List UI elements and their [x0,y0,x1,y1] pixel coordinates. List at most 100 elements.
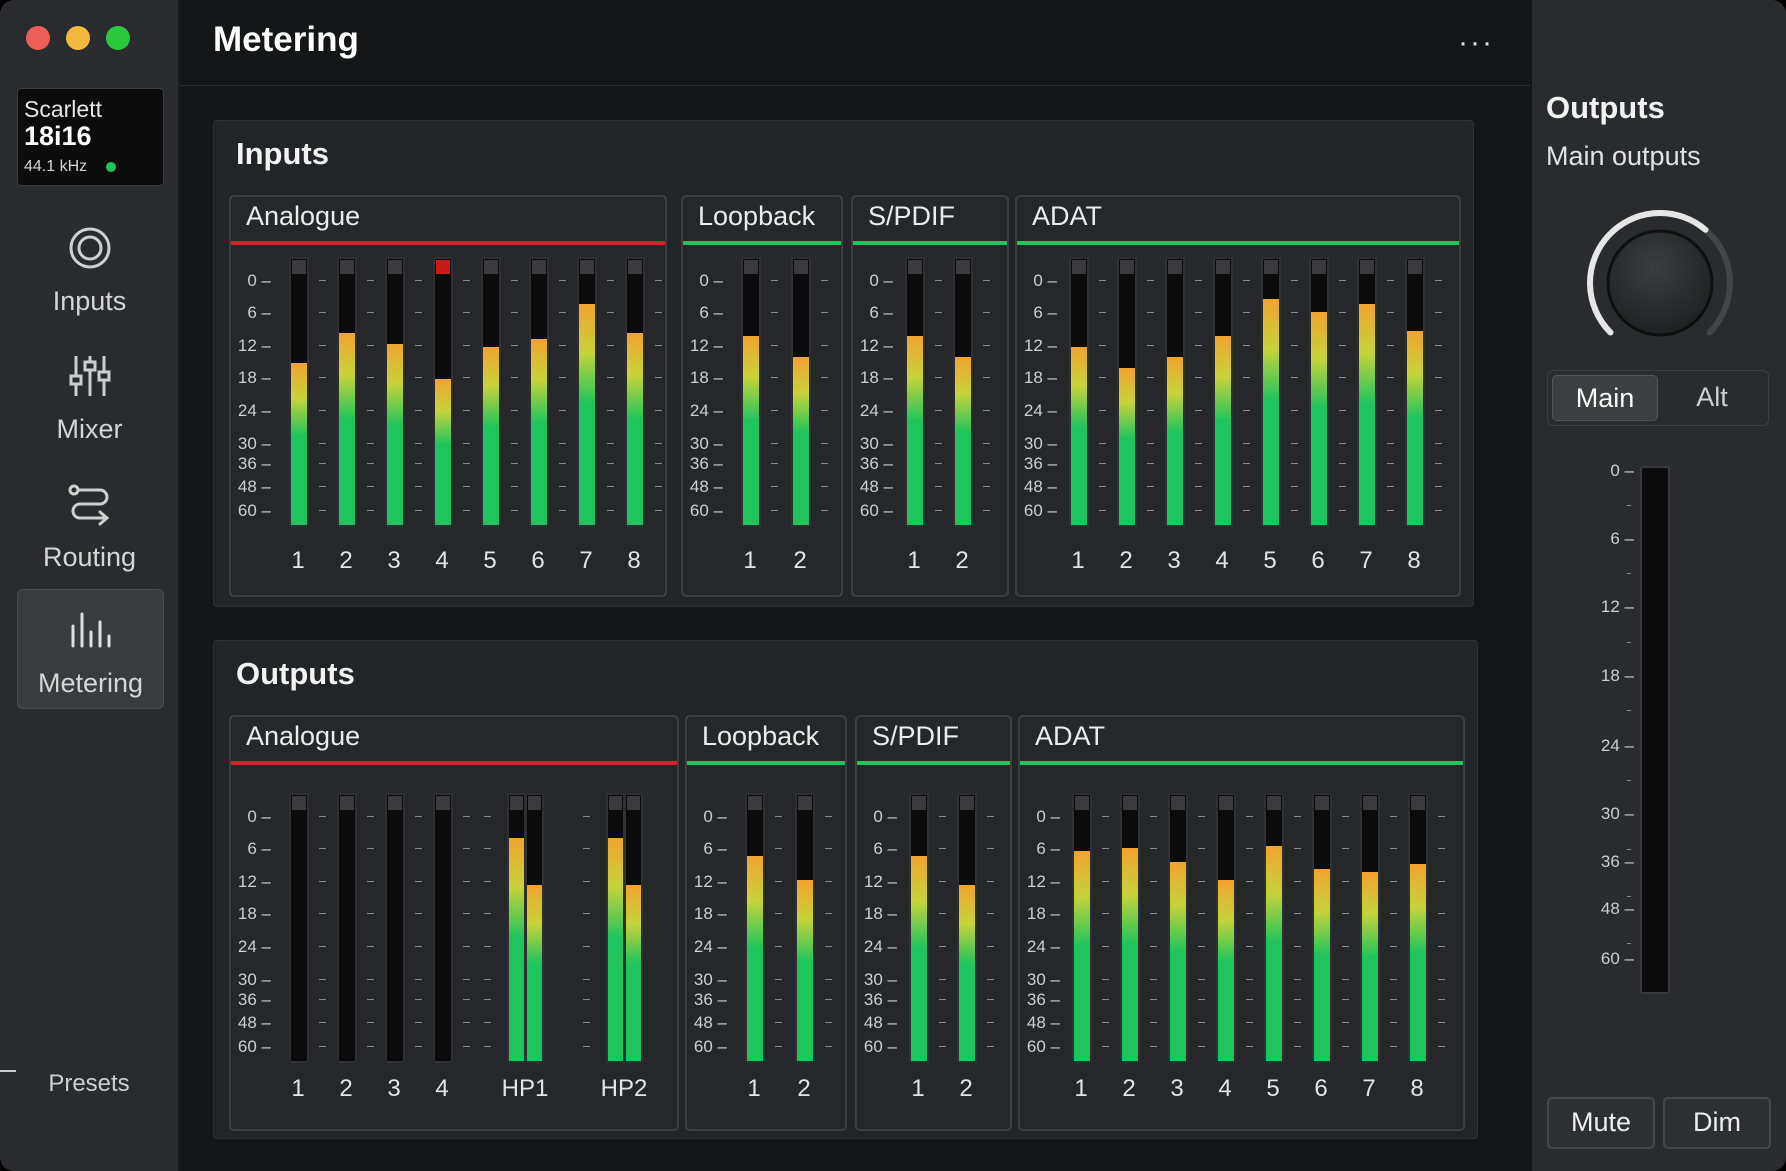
channel-label: 1 [747,1075,761,1102]
meter-tick [463,311,470,313]
meter-tick [987,999,994,1001]
meter-tick [1294,815,1301,817]
zoom-window-button[interactable] [106,26,130,50]
meter-tick [1243,463,1250,465]
dim-button[interactable]: Dim [1663,1097,1771,1149]
outputs-analogue-channel-hp1-meter [507,793,526,1063]
mixer-faders-icon [69,356,110,396]
meter-tick [1294,999,1301,1001]
meter-tick [583,945,590,947]
outputs-adat-channel-8-meter [1408,793,1428,1063]
clip-indicator [388,796,402,810]
meter-tick [771,485,778,487]
panel-title: S/PDIF [868,201,956,231]
outputs-analogue-channel-1-meter [289,793,309,1063]
db-scale-label: 6 – [869,302,893,322]
sidebar-item-inputs[interactable]: Inputs [17,208,162,326]
main-output-level-meter [1640,466,1670,994]
clip-indicator [744,260,758,274]
sidebar-item-label: Mixer [56,414,123,444]
more-options-button[interactable]: ··· [1458,26,1494,59]
meter-tick [1342,1045,1349,1047]
meter-tick [987,945,994,947]
db-scale-label: 36 – [1023,454,1057,474]
minimize-window-button[interactable] [66,26,90,50]
panel-accent-line [1020,761,1463,765]
meter-tick [607,279,614,281]
meter-tick [983,279,990,281]
clip-indicator [748,796,762,810]
clip-indicator [960,796,974,810]
sidebar-item-metering[interactable]: Metering [17,589,164,709]
main-output-button[interactable]: Main [1552,375,1658,421]
inputs-spdif-channel-1-meter [905,257,925,527]
meter-tick [939,1045,946,1047]
sidebar-item-routing[interactable]: Routing [17,464,162,582]
meter-tick [1435,311,1442,313]
meter-tick [1243,409,1250,411]
meter-tick [319,912,326,914]
meter-tick [1099,409,1106,411]
close-window-button[interactable] [26,26,50,50]
meter-tick [987,979,994,981]
meter-tick [607,376,614,378]
meter-tick [1102,1045,1109,1047]
meter-tick [1435,344,1442,346]
meter-tick [1150,1021,1157,1023]
meter-tick [1387,311,1394,313]
routing-icon [68,484,109,526]
output-scale-label: 0 – [1610,461,1634,481]
meter-tick [821,279,828,281]
meter-tick [607,509,614,511]
outputs-section: Outputs Analogue 0 –6 –12 –18 –24 –30 –36… [213,640,1478,1139]
meter-tick [319,344,326,346]
meter-tick [1294,1021,1301,1023]
meter-tick [319,815,326,817]
channel-label: 3 [387,1075,401,1102]
meter-tick [983,509,990,511]
db-scale-label: 0 – [699,270,723,290]
meter-tick [511,463,518,465]
meter-tick [771,311,778,313]
meter-tick [415,344,422,346]
meter-tick [1195,463,1202,465]
meter-tick [415,485,422,487]
volume-knob[interactable] [1582,205,1738,361]
sidebar-item-mixer[interactable]: Mixer [17,336,162,454]
device-model: 18i16 [24,121,92,151]
level-fill [1407,330,1423,525]
clip-indicator [436,260,450,274]
meter-tick [1246,912,1253,914]
meter-tick [655,344,662,346]
mute-button[interactable]: Mute [1547,1097,1655,1149]
db-scale-label: 48 – [689,476,723,496]
meter-tick [415,815,422,817]
outputs-adat-panel: ADAT 0 – 6 – 12 – 18 – 24 – 30 –36 –48 – 60 – 1 2… [1018,715,1465,1131]
clip-indicator [1216,260,1230,274]
meter-tick [987,1021,994,1023]
meter-tick [825,815,832,817]
channel-label: 5 [483,547,497,574]
presets-button[interactable]: Presets [0,1070,178,1098]
device-card[interactable]: Scarlett 18i16 44.1 kHz [17,88,164,186]
output-control-panel: Outputs Main outputs Main Alt 0 – 6 – 12 –… [1532,0,1786,1171]
meter-tick [1150,1045,1157,1047]
meter-tick [415,979,422,981]
presets-dash-icon [0,1070,16,1072]
clip-indicator [388,260,402,274]
outputs-spdif-channel-1-meter [909,793,929,1063]
level-fill [579,304,595,525]
alt-output-button[interactable]: Alt [1696,382,1728,412]
meter-tick [1195,509,1202,511]
clip-indicator [1315,796,1329,810]
meter-tick [1147,344,1154,346]
meter-tick [939,847,946,849]
output-scale-label: 12 – [1600,597,1634,617]
level-fill [626,885,641,1061]
channel-label: 2 [339,547,353,574]
meter-tick [1147,463,1154,465]
meter-tick [825,979,832,981]
meter-tick [484,815,491,817]
clip-indicator [627,796,640,810]
meter-tick [319,999,326,1001]
